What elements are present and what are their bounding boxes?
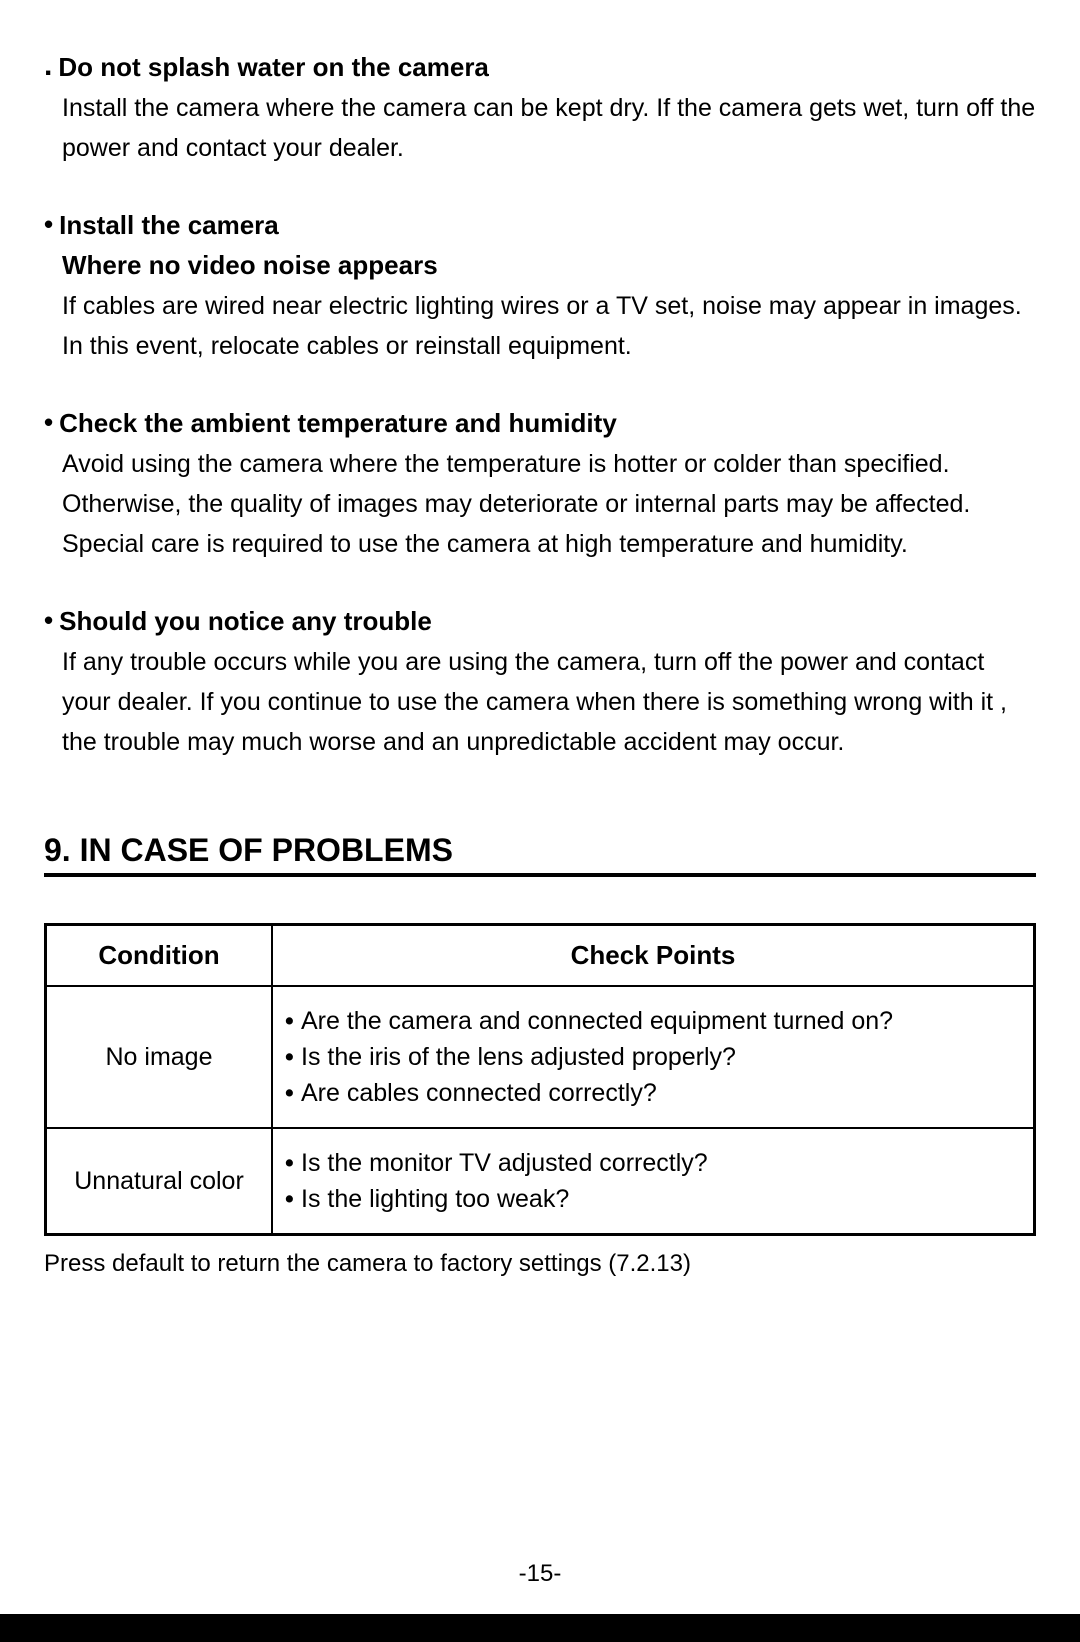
- bullet-dot-icon: •: [44, 604, 53, 636]
- bullet-dot-icon: .: [44, 50, 52, 82]
- bullet-body: If cables are wired near electric lighti…: [62, 286, 1036, 366]
- bullet-heading: Check the ambient temperature and humidi…: [59, 406, 617, 440]
- scan-bottom-bar: [0, 1614, 1080, 1642]
- bullet-subheading: Where no video noise appears: [62, 248, 1036, 282]
- bullet-dot-icon: •: [285, 1075, 301, 1111]
- cell-condition: Unnatural color: [46, 1128, 273, 1235]
- check-point-text: Are the camera and connected equipment t…: [301, 1003, 893, 1039]
- document-page: . Do not splash water on the camera Inst…: [0, 0, 1080, 1642]
- bullet-body: Avoid using the camera where the tempera…: [62, 444, 1036, 564]
- check-point-text: Is the monitor TV adjusted correctly?: [301, 1145, 708, 1181]
- bullet-dot-icon: •: [285, 1145, 301, 1181]
- bullet-item: • Should you notice any trouble If any t…: [44, 604, 1036, 762]
- footnote-text: Press default to return the camera to fa…: [44, 1250, 1036, 1278]
- cell-checkpoints: •Are the camera and connected equipment …: [272, 986, 1035, 1128]
- check-point: •Are the camera and connected equipment …: [285, 1003, 1021, 1039]
- bullet-heading: Install the camera: [59, 208, 279, 242]
- bullet-item: • Install the camera Where no video nois…: [44, 208, 1036, 366]
- table-header-row: Condition Check Points: [46, 925, 1035, 987]
- bullet-body: Install the camera where the camera can …: [62, 88, 1036, 168]
- check-point: •Is the monitor TV adjusted correctly?: [285, 1145, 1021, 1181]
- bullet-dot-icon: •: [285, 1003, 301, 1039]
- bullet-dot-icon: •: [44, 208, 53, 240]
- table-row: Unnatural color •Is the monitor TV adjus…: [46, 1128, 1035, 1235]
- cell-condition: No image: [46, 986, 273, 1128]
- bullet-item: • Check the ambient temperature and humi…: [44, 406, 1036, 564]
- check-point: •Is the lighting too weak?: [285, 1181, 1021, 1217]
- table-row: No image •Are the camera and connected e…: [46, 986, 1035, 1128]
- check-point: •Are cables connected correctly?: [285, 1075, 1021, 1111]
- section-heading: 9. IN CASE OF PROBLEMS: [44, 832, 1036, 877]
- bullet-dot-icon: •: [285, 1181, 301, 1217]
- table-col-checkpoints: Check Points: [272, 925, 1035, 987]
- check-point-text: Is the lighting too weak?: [301, 1181, 569, 1217]
- bullet-heading: Should you notice any trouble: [59, 604, 432, 638]
- page-number: -15-: [0, 1560, 1080, 1588]
- table-col-condition: Condition: [46, 925, 273, 987]
- check-point-text: Are cables connected correctly?: [301, 1075, 657, 1111]
- problems-table: Condition Check Points No image •Are the…: [44, 923, 1036, 1236]
- bullet-item: . Do not splash water on the camera Inst…: [44, 50, 1036, 168]
- precautions-list: . Do not splash water on the camera Inst…: [44, 50, 1036, 762]
- cell-checkpoints: •Is the monitor TV adjusted correctly? •…: [272, 1128, 1035, 1235]
- check-point: •Is the iris of the lens adjusted proper…: [285, 1039, 1021, 1075]
- bullet-dot-icon: •: [285, 1039, 301, 1075]
- bullet-body: If any trouble occurs while you are usin…: [62, 642, 1036, 762]
- check-point-text: Is the iris of the lens adjusted properl…: [301, 1039, 736, 1075]
- bullet-dot-icon: •: [44, 406, 53, 438]
- bullet-heading: Do not splash water on the camera: [58, 50, 489, 84]
